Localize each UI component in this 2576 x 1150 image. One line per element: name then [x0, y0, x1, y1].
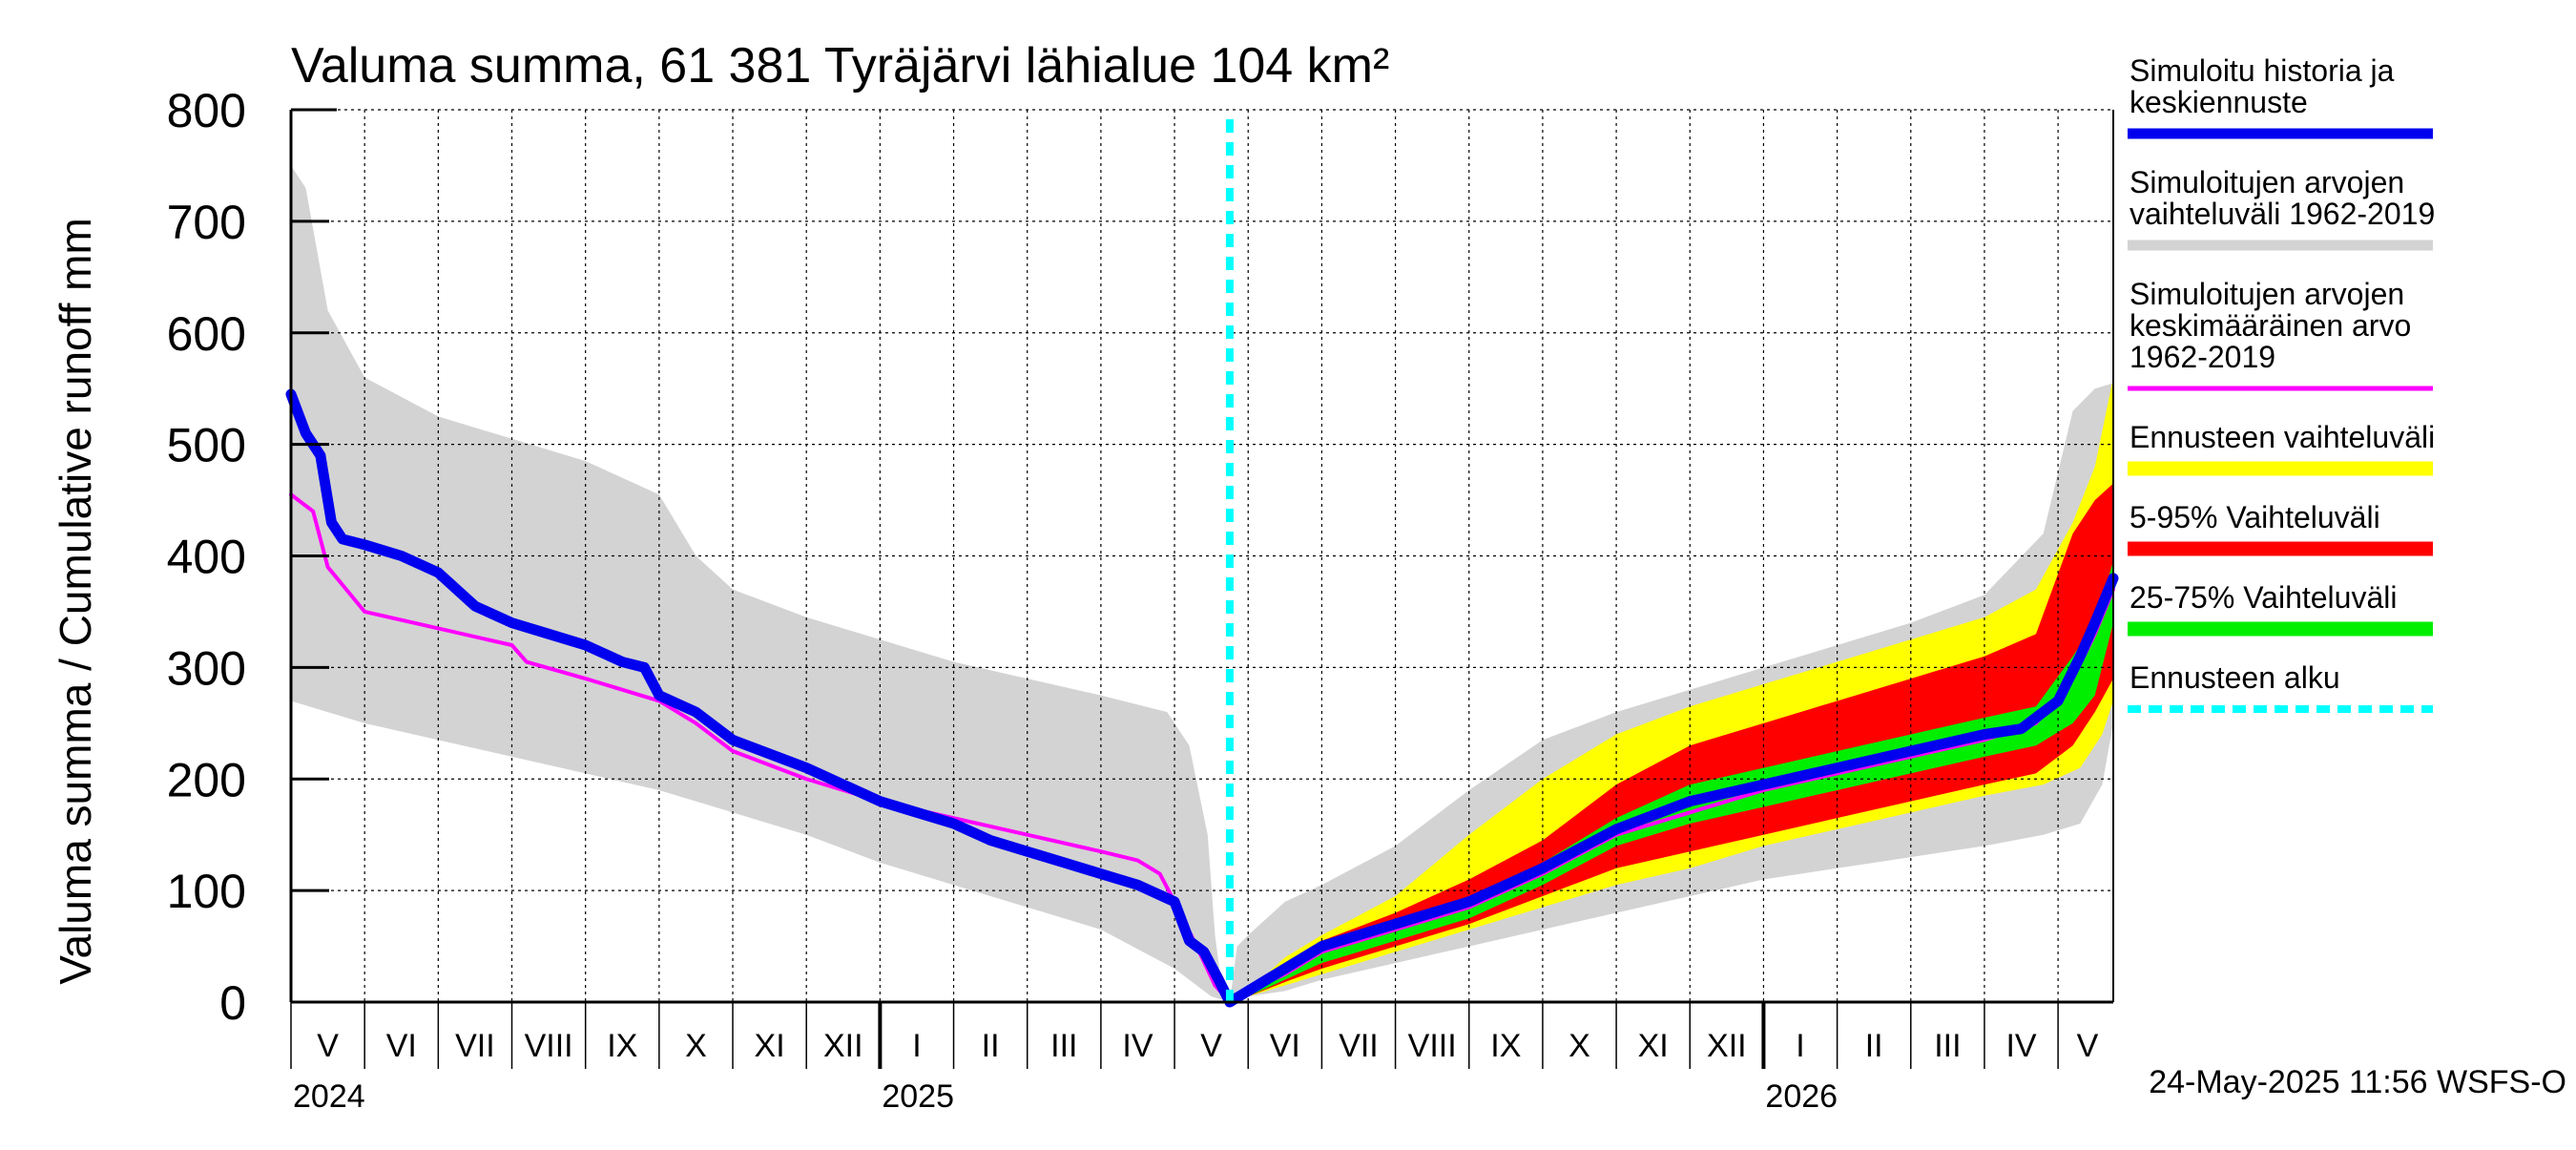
- legend-text: 25-75% Vaihteluväli: [2129, 580, 2397, 615]
- year-label: 2026: [1765, 1078, 1838, 1115]
- legend-text: Simuloitujen arvojen: [2129, 277, 2404, 311]
- y-tick-label: 700: [167, 196, 246, 249]
- month-label: X: [1568, 1028, 1590, 1064]
- month-label: VIII: [525, 1028, 573, 1064]
- month-label: IV: [1122, 1028, 1153, 1064]
- month-label: XI: [1638, 1028, 1669, 1064]
- month-label: VII: [455, 1028, 495, 1064]
- legend-text: 5-95% Vaihteluväli: [2129, 500, 2380, 534]
- month-label: XI: [755, 1028, 785, 1064]
- legend-text: Simuloitu historia ja: [2129, 53, 2395, 88]
- legend-text: keskiennuste: [2129, 85, 2308, 119]
- legend-text: 1962-2019: [2129, 340, 2275, 374]
- month-label: VI: [386, 1028, 417, 1064]
- month-label: XII: [823, 1028, 863, 1064]
- legend-text: Simuloitujen arvojen: [2129, 165, 2404, 199]
- month-label: V: [1200, 1028, 1222, 1064]
- band-4: [1229, 561, 2113, 1002]
- month-label: I: [912, 1028, 921, 1064]
- month-label: III: [1050, 1028, 1077, 1064]
- y-tick-label: 300: [167, 641, 246, 695]
- month-label: VI: [1270, 1028, 1300, 1064]
- y-tick-label: 0: [219, 976, 246, 1030]
- chart-title: Valuma summa, 61 381 Tyräjärvi lähialue …: [291, 38, 1389, 94]
- timestamp-label: 24-May-2025 11:56 WSFS-O: [2149, 1064, 2566, 1100]
- month-label: III: [1934, 1028, 1961, 1064]
- month-label: X: [685, 1028, 707, 1064]
- legend-text: Ennusteen alku: [2129, 660, 2340, 695]
- month-label: II: [982, 1028, 1000, 1064]
- y-tick-label: 600: [167, 307, 246, 361]
- legend-text: vaihteluväli 1962-2019: [2129, 197, 2435, 231]
- month-label: VII: [1339, 1028, 1379, 1064]
- y-tick-label: 400: [167, 531, 246, 584]
- month-label: V: [317, 1028, 339, 1064]
- y-tick-label: 500: [167, 419, 246, 472]
- month-label: IX: [1490, 1028, 1521, 1064]
- legend-text: keskimääräinen arvo: [2129, 308, 2411, 343]
- legend-text: Ennusteen vaihteluväli: [2129, 420, 2435, 454]
- month-label: V: [2077, 1028, 2099, 1064]
- series-line-2: [285, 388, 2119, 1008]
- y-tick-label: 800: [167, 84, 246, 137]
- month-label: IV: [2005, 1028, 2036, 1064]
- month-label: VIII: [1408, 1028, 1457, 1064]
- month-label: XII: [1707, 1028, 1747, 1064]
- y-axis-label: Valuma summa / Cumulative runoff mm: [51, 218, 100, 985]
- year-label: 2024: [293, 1078, 365, 1115]
- year-label: 2025: [882, 1078, 954, 1115]
- month-label: I: [1796, 1028, 1804, 1064]
- y-tick-label: 200: [167, 753, 246, 806]
- month-label: IX: [607, 1028, 637, 1064]
- month-label: II: [1865, 1028, 1883, 1064]
- y-tick-label: 100: [167, 865, 246, 918]
